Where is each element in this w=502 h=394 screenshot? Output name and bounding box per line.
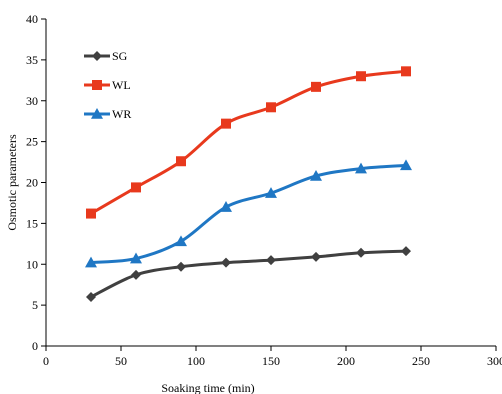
data-point-wl — [356, 71, 366, 82]
legend-item-sg: SG — [84, 49, 128, 63]
x-tick-label: 100 — [187, 354, 205, 368]
legend-item-wr: WR — [84, 107, 131, 121]
y-tick-label: 5 — [32, 298, 38, 312]
y-tick-label: 15 — [26, 216, 38, 230]
y-tick-label: 35 — [26, 53, 38, 67]
data-point-wl — [266, 102, 276, 113]
data-point-sg — [311, 251, 321, 262]
legend-label: WL — [112, 78, 131, 92]
series-layer — [85, 66, 412, 302]
series-wr — [85, 159, 412, 268]
data-point-sg — [221, 257, 231, 268]
data-point-wl — [131, 182, 141, 193]
x-axis-title: Soaking time (min) — [161, 381, 254, 394]
series-sg — [86, 246, 411, 302]
legend: SG WL WR — [84, 49, 131, 121]
y-tick-label: 40 — [26, 12, 38, 26]
series-line-wr — [90, 163, 407, 265]
x-tick-label: 50 — [115, 354, 127, 368]
data-point-sg — [266, 255, 276, 266]
data-point-wr — [310, 169, 322, 181]
data-point-wl — [401, 66, 411, 77]
y-tick-label: 0 — [32, 339, 38, 353]
y-axis-ticks: 0 5 10 15 20 25 30 35 40 — [26, 12, 46, 353]
legend-label: WR — [112, 107, 131, 121]
data-point-wr — [220, 201, 232, 212]
y-tick-label: 30 — [26, 94, 38, 108]
y-axis-title: Osmotic parameters — [5, 134, 19, 231]
data-point-wr — [85, 256, 97, 268]
data-point-wr — [175, 235, 187, 247]
data-point-wr — [400, 159, 412, 171]
legend-marker-wl — [92, 80, 102, 90]
data-point-wl — [311, 81, 321, 92]
x-tick-label: 150 — [262, 354, 280, 368]
data-point-sg — [401, 246, 411, 257]
legend-marker-wr — [91, 108, 103, 119]
data-point-wl — [86, 208, 96, 219]
data-point-sg — [176, 261, 186, 272]
x-tick-label: 250 — [412, 354, 430, 368]
data-point-wl — [176, 156, 186, 167]
data-point-sg — [131, 269, 141, 280]
legend-item-wl: WL — [84, 78, 131, 92]
x-axis-ticks: 0 50 100 150 200 250 300 — [43, 346, 502, 368]
data-point-wr — [130, 252, 142, 264]
y-tick-label: 20 — [26, 176, 38, 190]
y-tick-label: 25 — [26, 135, 38, 149]
x-tick-label: 0 — [43, 354, 49, 368]
plot-area: 0 50 100 150 200 250 300 0 5 10 15 20 25 30 35 40 — [26, 12, 502, 368]
data-point-wl — [221, 118, 231, 129]
y-tick-label: 10 — [26, 257, 38, 271]
data-point-sg — [86, 291, 96, 302]
data-point-sg — [356, 247, 366, 258]
legend-marker-sg — [92, 51, 102, 61]
x-tick-label: 300 — [487, 354, 502, 368]
data-point-wr — [265, 187, 277, 198]
x-tick-label: 200 — [337, 354, 355, 368]
data-point-wr — [355, 162, 367, 174]
series-wl — [86, 66, 411, 219]
legend-label: SG — [112, 49, 128, 63]
